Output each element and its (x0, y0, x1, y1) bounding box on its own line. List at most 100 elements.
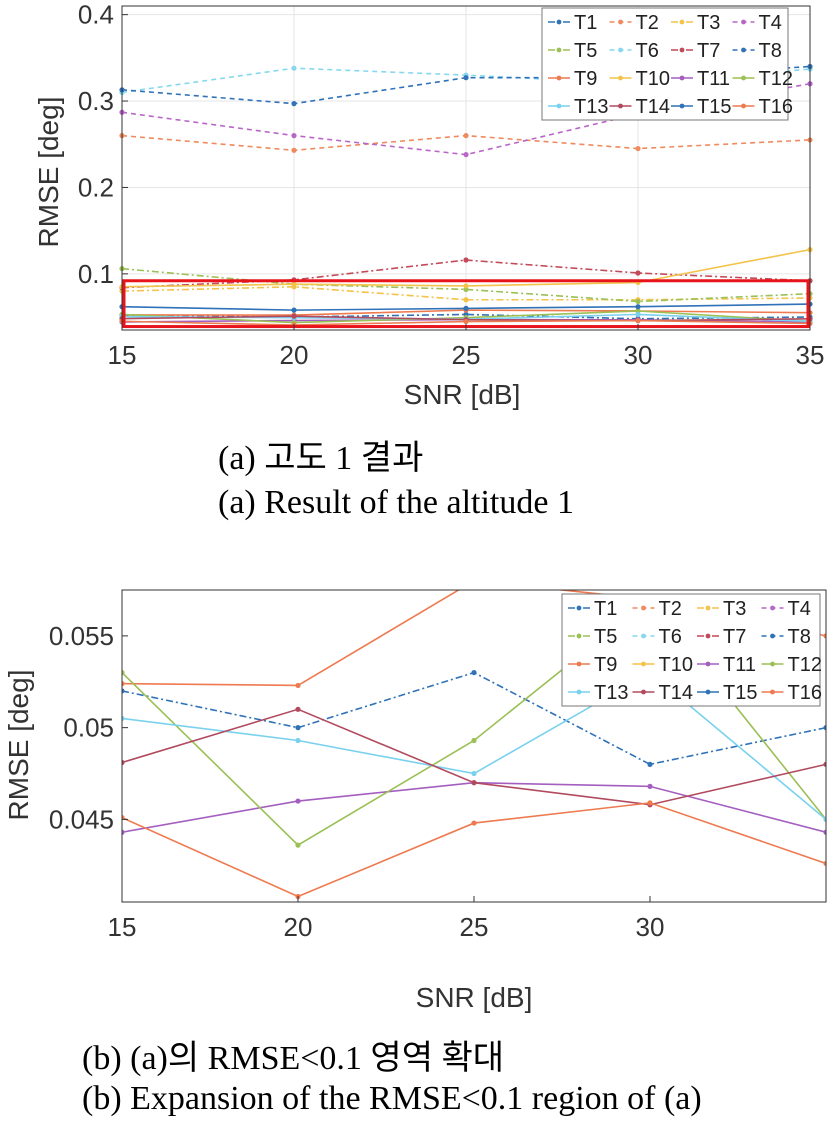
legend-label-t16: T16 (759, 96, 793, 118)
data-point-t7-30 (635, 270, 641, 276)
data-point-t13-20 (295, 737, 301, 744)
legend-marker-t11 (679, 75, 685, 81)
data-point-t13-35 (823, 816, 826, 823)
caption-b-english: (b) Expansion of the RMSE<0.1 region of … (82, 1080, 702, 1117)
data-point-t8-25 (463, 75, 469, 81)
data-point-t10-25 (463, 283, 469, 289)
data-point-t15-25 (463, 305, 469, 311)
legend-label-t3: T3 (723, 598, 746, 620)
legend-label-t13: T13 (594, 682, 628, 704)
legend-marker-t4 (741, 19, 746, 25)
data-point-t13-30 (635, 311, 641, 318)
series-line-t16 (122, 802, 826, 898)
data-point-t2-30 (635, 145, 641, 152)
data-point-t11-15 (122, 829, 125, 835)
data-point-t16-15 (122, 814, 125, 821)
data-point-t9-20 (295, 682, 301, 689)
legend-marker-t15 (705, 689, 711, 695)
legend-marker-t15 (679, 103, 685, 109)
legend-label-t2: T2 (659, 598, 682, 620)
y-tick-label-0.4: 0.4 (78, 0, 114, 30)
data-point-t7-25 (463, 257, 469, 263)
data-point-t12-20 (295, 842, 301, 848)
y-tick-label-0.1: 0.1 (78, 259, 114, 289)
data-point-t16-30 (635, 317, 641, 324)
data-point-t1-35 (823, 725, 826, 731)
x-axis-label: SNR [dB] (416, 982, 533, 1013)
legend-marker-t2 (618, 19, 623, 25)
legend-label-t8: T8 (788, 626, 811, 648)
legend-label-t4: T4 (788, 598, 811, 620)
y-axis-label: RMSE [deg] (33, 97, 64, 248)
x-tick-label-25: 25 (452, 340, 481, 370)
data-point-t2-20 (291, 147, 297, 153)
data-point-t4-25 (463, 152, 469, 158)
data-point-t9-15 (122, 681, 125, 687)
legend-marker-t6 (641, 633, 646, 639)
data-point-t16-25 (471, 820, 477, 826)
caption-a-korean: (a) 고도 1 결과 (218, 440, 424, 477)
legend-label-t6: T6 (659, 626, 682, 648)
legend-label-t16: T16 (788, 682, 822, 704)
legend-marker-t3 (705, 605, 711, 611)
data-point-t13-25 (471, 770, 477, 777)
legend-marker-t12 (770, 661, 775, 667)
data-point-t3-25 (463, 297, 469, 303)
legend-label-t2: T2 (636, 12, 659, 34)
legend-marker-t5 (556, 47, 562, 53)
legend-marker-t7 (679, 47, 685, 53)
legend-marker-t8 (741, 47, 746, 53)
legend-label-t14: T14 (636, 96, 670, 118)
legend-label-t10: T10 (636, 68, 670, 90)
legend-label-t9: T9 (594, 654, 617, 676)
data-point-t9-35 (823, 633, 826, 639)
legend-label-t4: T4 (759, 12, 782, 34)
legend-label-t15: T15 (697, 96, 731, 118)
data-point-t14-20 (295, 706, 301, 712)
data-point-t9-25 (471, 578, 476, 583)
legend-marker-t1 (556, 19, 562, 25)
legend-marker-t11 (705, 661, 711, 667)
axes-frame (121, 589, 827, 903)
x-tick-label-20: 20 (280, 340, 309, 370)
legend-label-t3: T3 (697, 12, 720, 34)
legend-marker-t16 (741, 103, 746, 109)
data-point-t14-20 (291, 313, 297, 319)
caption-a-english: (a) Result of the altitude 1 (218, 484, 574, 521)
x-tick-label-30: 30 (636, 912, 665, 942)
legend-marker-t10 (641, 661, 646, 667)
axes-frame (121, 5, 811, 331)
legend-label-t7: T7 (697, 40, 720, 62)
data-point-t2-25 (463, 133, 469, 139)
data-point-t16-25 (463, 318, 469, 325)
x-tick-label-25: 25 (460, 912, 489, 942)
legend-marker-t13 (556, 103, 562, 109)
data-point-t12-15 (122, 669, 125, 676)
data-point-t10-20 (291, 281, 297, 287)
tick-labels: 15 20 25 30 35 0.1 0.2 0.3 0.4 (78, 0, 825, 370)
legend-label-t11: T11 (697, 68, 730, 90)
legend-marker-t12 (741, 75, 746, 81)
legend-label-t10: T10 (659, 654, 693, 676)
legend-label-t1: T1 (594, 598, 617, 620)
data-point-t11-35 (823, 829, 826, 835)
legend-marker-t10 (618, 75, 623, 81)
data-point-t15-30 (635, 304, 641, 310)
data-point-t14-15 (122, 759, 125, 766)
legend-label-t15: T15 (723, 682, 757, 704)
legend-label-t11: T11 (723, 654, 756, 676)
x-tick-label-15: 15 (108, 340, 137, 370)
legend-label-t5: T5 (594, 626, 617, 648)
legend-label-t5: T5 (574, 40, 597, 62)
legend-label-t8: T8 (759, 40, 782, 62)
legend: T1 T2 T3 T4 T5 T6 T7 T8 T9 T10 T11 T12 T13 T14 T15 T16 (561, 593, 822, 707)
legend-marker-t2 (641, 605, 646, 611)
data-point-t5-30 (635, 298, 641, 305)
legend-box (561, 593, 821, 707)
legend-marker-t1 (576, 605, 582, 611)
legend-marker-t16 (770, 689, 775, 695)
data-point-t6-20 (291, 65, 297, 71)
legend-marker-t5 (576, 633, 582, 639)
y-axis-label: RMSE [deg] (3, 670, 34, 821)
x-tick-label-20: 20 (284, 912, 313, 942)
